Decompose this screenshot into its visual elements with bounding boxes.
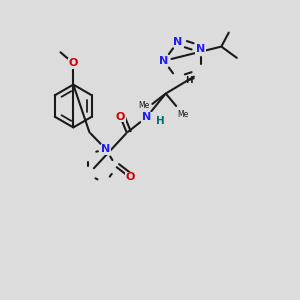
Text: N: N — [142, 112, 151, 122]
Text: N: N — [101, 144, 111, 154]
Text: Me: Me — [178, 110, 189, 118]
Text: H: H — [185, 76, 193, 85]
Text: N: N — [173, 37, 183, 46]
Text: O: O — [125, 172, 134, 182]
Text: H: H — [156, 116, 165, 126]
Text: O: O — [69, 58, 78, 68]
Text: N: N — [196, 44, 205, 54]
Text: N: N — [159, 56, 169, 66]
Text: O: O — [116, 112, 125, 122]
Text: Me: Me — [139, 101, 150, 110]
